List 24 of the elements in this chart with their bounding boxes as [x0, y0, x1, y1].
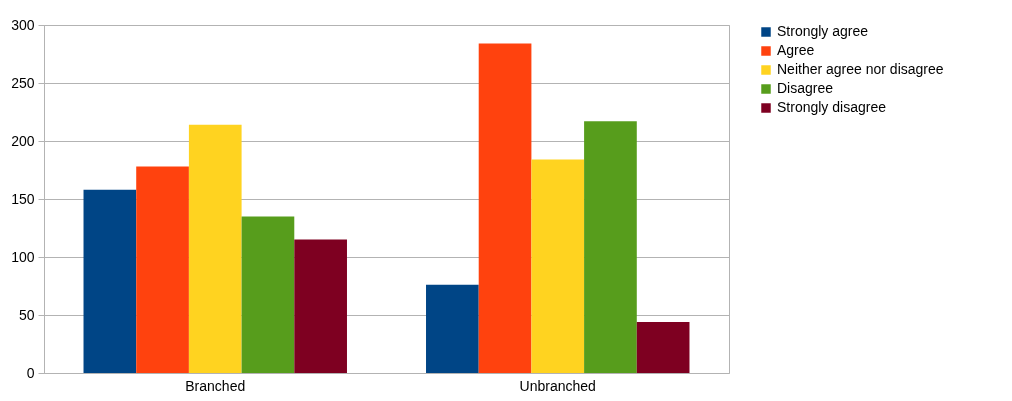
legend-label: Disagree	[777, 80, 834, 96]
bar	[478, 43, 532, 373]
legend-label: Strongly agree	[777, 23, 869, 39]
bar	[636, 321, 690, 373]
bar	[188, 124, 242, 373]
y-tick-label: 0	[26, 364, 35, 381]
x-tick-label: Branched	[185, 377, 246, 394]
bar	[584, 121, 637, 373]
x-tick-label: Unbranched	[519, 377, 596, 394]
y-tick-label: 100	[11, 248, 35, 265]
bar	[136, 166, 189, 373]
bar	[294, 239, 347, 373]
y-tick-label: 300	[11, 16, 35, 33]
y-tick-label: 50	[18, 306, 35, 323]
bar	[531, 159, 585, 373]
y-tick-label: 200	[11, 132, 35, 149]
legend-label: Strongly disagree	[777, 99, 887, 115]
bar	[83, 189, 137, 373]
y-tick-label: 250	[11, 74, 35, 91]
bar	[241, 216, 295, 373]
legend-label: Agree	[777, 42, 815, 58]
y-tick-label: 150	[11, 190, 35, 207]
bar	[426, 284, 479, 373]
legend-label: Neither agree nor disagree	[777, 61, 944, 77]
